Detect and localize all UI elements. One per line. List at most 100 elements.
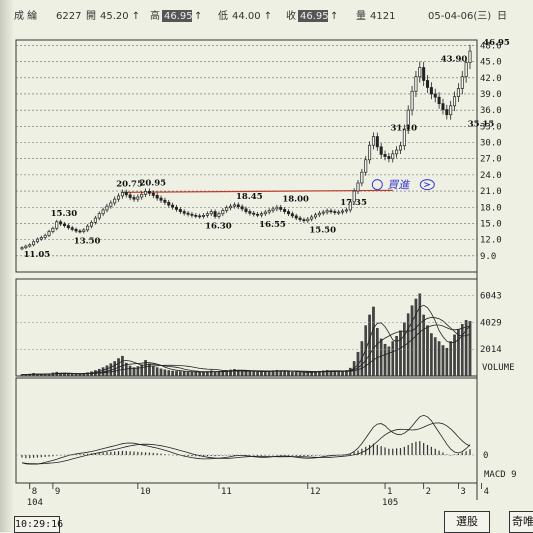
candle-body [256,213,260,216]
volume-bar [387,346,391,377]
candle-body [352,190,356,203]
macd-bar [249,455,251,456]
candle-body [271,208,275,211]
macd-bar [419,441,421,455]
volume-bar [136,366,140,377]
macd-bar [141,452,143,455]
macd-bar [117,451,120,455]
macd-signal-line [21,422,471,465]
volume-bar [233,369,236,377]
x-tick-label: 2 [426,487,431,497]
volume-bar [333,371,337,377]
price-label: 15.30 [51,209,78,219]
macd-bar [322,455,324,456]
volume-bar [325,370,329,377]
quote-header: 成 綸 6227 開 45.20 ↑ 高 46.95 ↑ 低 44.00 ↑ 收… [14,9,507,22]
volume-bar [441,345,445,377]
volume-bar [391,341,395,377]
high-value-box [162,10,192,22]
macd-bar [450,455,452,456]
macd-bar [314,455,317,456]
candle-body [240,206,244,210]
macd-bar [380,446,382,455]
candle-body [333,211,337,214]
candle-body [279,206,283,210]
hand-note: 買進 [387,179,411,192]
price-tick-label: 48.0 [480,41,502,51]
volume-bar [271,370,275,377]
macd-bar [326,455,328,456]
macd-bar [210,455,212,456]
macd-bar [303,455,305,457]
candle-body [205,213,209,216]
x-tick-label: 4 [484,487,489,497]
candle-body [356,182,360,192]
x-tick-label: 8 [32,487,37,497]
resistance-trendline [122,189,393,193]
macd-bar [168,454,170,455]
macd-histogram [21,441,471,459]
x-year-label: 105 [382,498,398,508]
high-value: 46.95 [164,11,193,22]
candle-body [82,229,86,232]
macd-bar [264,455,266,456]
price-label: 43.90 [441,55,468,65]
macd-bar [307,455,309,457]
macd-bar [256,455,259,456]
candle-body [174,206,178,210]
volume-bar [213,371,217,377]
volume-bar [468,321,472,377]
macd-bar [125,451,127,455]
candle-body [437,96,441,105]
macd-bar [206,455,208,457]
candle-body [159,197,163,201]
candle-body [402,128,406,147]
macd-bar [287,455,290,456]
macd-bar [114,451,116,455]
volume-bar [171,370,174,377]
volume-bar [337,371,340,377]
macd-bar [144,452,147,455]
volume-bar [74,373,78,377]
volume-bar [395,335,398,377]
volume-bar [182,371,186,377]
other-button[interactable]: 奇唯 [509,511,533,533]
candle-body [35,238,39,243]
candle-body [329,210,333,213]
candle-body [128,194,132,198]
price-tick-label: 15.0 [480,219,502,229]
close-value: 46.95 [300,11,329,22]
volume-bar [445,347,449,377]
macd-bar [133,451,135,455]
macd-bar [137,451,139,455]
volume-bar [260,371,263,377]
candle-body [464,62,468,78]
price-label: 11.05 [24,250,51,260]
candle-body [202,214,206,217]
volume-bar [437,341,441,377]
candle-body [43,234,47,238]
candle-body [460,76,464,89]
candle-body [286,211,290,215]
candle-body [391,153,395,160]
select-stock-button[interactable]: 選股 [444,511,490,533]
volume-bar [202,371,205,377]
volume-bar [298,372,302,377]
price-label: 18.00 [282,194,309,204]
volume-bar [306,372,310,377]
candle-body [70,227,74,230]
candle-body [171,204,175,208]
candle-body [275,206,279,210]
macd-bar [102,452,104,455]
candle-body [418,67,422,78]
candle-body [217,213,221,217]
macd-bar [415,441,417,455]
volume-title: VOLUME [482,363,515,373]
low-label: 低 [218,9,228,22]
candle-body [341,210,345,213]
volume-bar [414,298,418,377]
macd-bar [29,455,31,459]
volume-bar [32,373,35,377]
